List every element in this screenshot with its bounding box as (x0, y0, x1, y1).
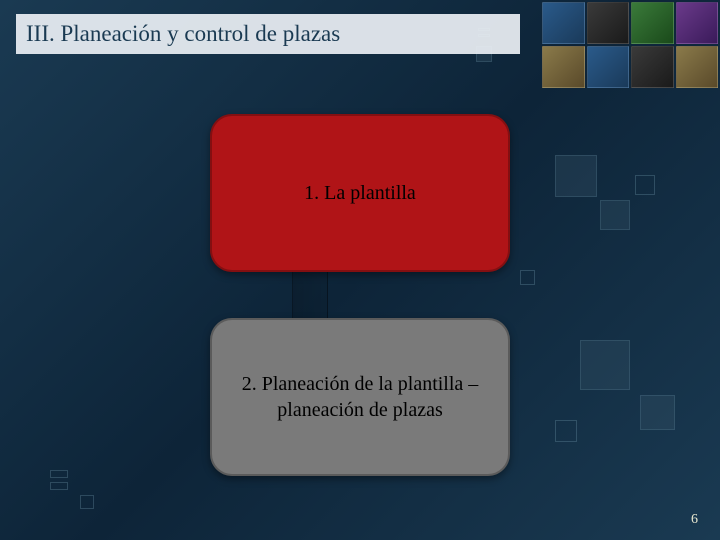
slide-title-bar: III. Planeación y control de plazas (16, 14, 520, 54)
corner-image-collage (540, 0, 720, 90)
flowchart-node-1: 1. La plantilla (210, 114, 510, 272)
flowchart-node-2: 2. Planeación de la plantilla – planeaci… (210, 318, 510, 476)
flowchart: 1. La plantilla 2. Planeación de la plan… (0, 90, 720, 500)
collage-cell (676, 2, 719, 44)
collage-cell (631, 2, 674, 44)
collage-cell (587, 2, 630, 44)
slide-title: III. Planeación y control de plazas (26, 21, 340, 47)
page-number: 6 (691, 512, 698, 528)
flowchart-node-1-label: 1. La plantilla (304, 180, 416, 206)
collage-cell (542, 46, 585, 88)
flowchart-connector (292, 272, 328, 318)
collage-cell (631, 46, 674, 88)
collage-cell (587, 46, 630, 88)
collage-cell (542, 2, 585, 44)
flowchart-node-2-label: 2. Planeación de la plantilla – planeaci… (230, 371, 490, 423)
collage-cell (676, 46, 719, 88)
